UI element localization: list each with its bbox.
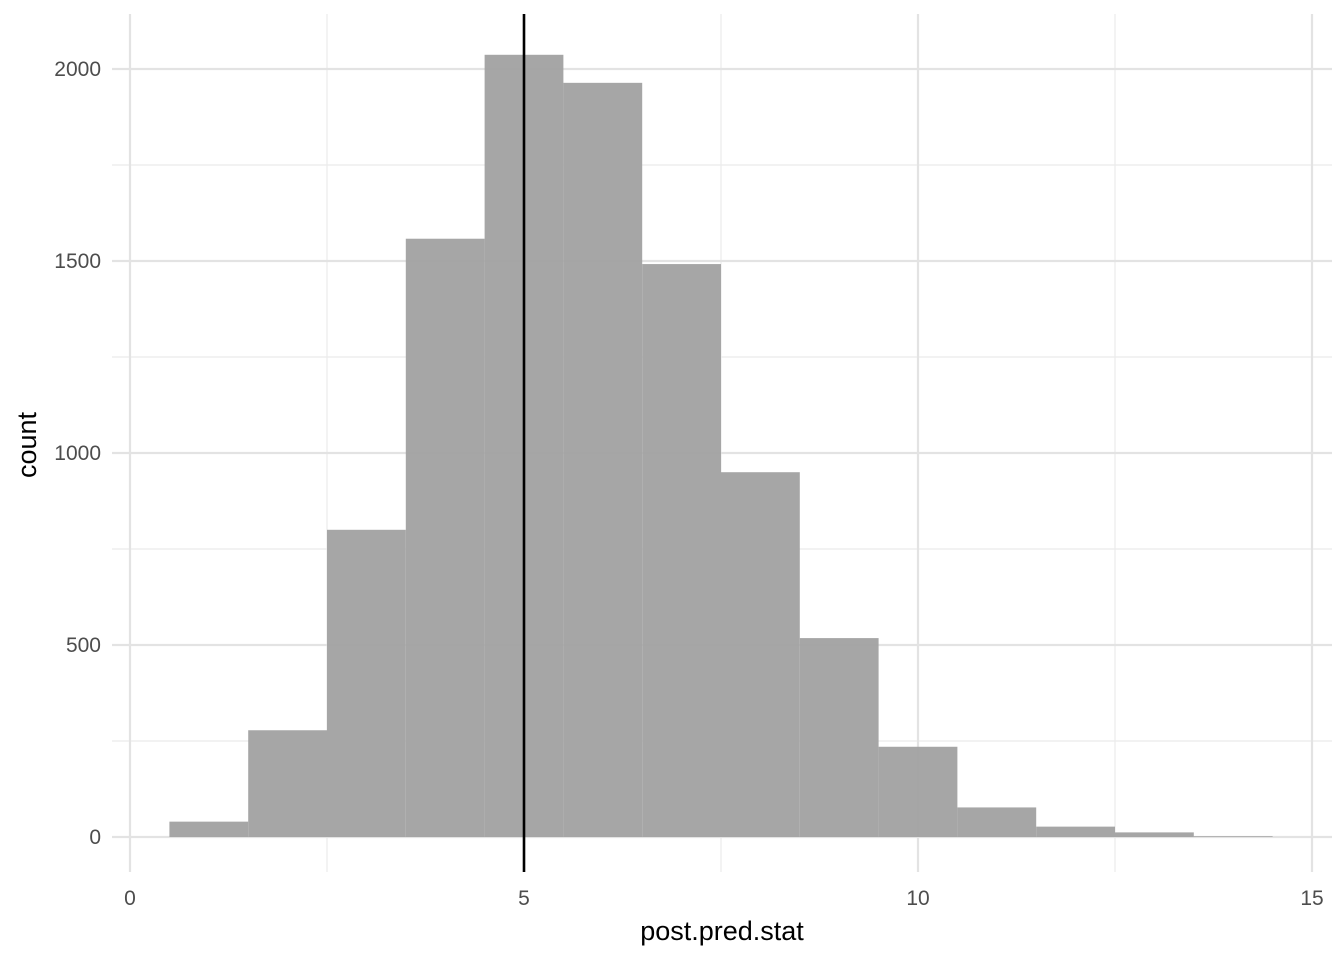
y-tick-label: 1000 xyxy=(54,442,101,465)
y-axis-tick-labels: 0 500 1000 1500 2000 xyxy=(54,58,101,849)
histogram-bar-12 xyxy=(1036,826,1115,837)
x-tick-label: 5 xyxy=(518,887,530,910)
x-tick-label: 10 xyxy=(906,887,929,910)
x-tick-label: 0 xyxy=(124,887,136,910)
y-tick-label: 2000 xyxy=(54,58,101,81)
histogram-bar-13 xyxy=(1115,832,1194,837)
histogram-bar-2 xyxy=(248,730,327,837)
histogram-bar-6 xyxy=(563,82,643,838)
histogram-bars xyxy=(169,54,1273,838)
y-tick-label: 1500 xyxy=(54,250,101,273)
histogram-bar-11 xyxy=(957,807,1037,837)
histogram-bar-9 xyxy=(799,638,879,837)
x-axis-title: post.pred.stat xyxy=(640,916,804,946)
y-axis-title: count xyxy=(12,411,42,478)
histogram-bar-4 xyxy=(405,238,485,837)
histogram-bar-7 xyxy=(642,264,721,837)
x-axis-tick-labels: 0 5 10 15 xyxy=(124,887,1324,910)
histogram-bar-14 xyxy=(1193,836,1273,837)
y-tick-label: 500 xyxy=(66,634,101,657)
y-tick-label: 0 xyxy=(89,826,101,849)
histogram-bar-10 xyxy=(878,746,958,837)
x-tick-label: 15 xyxy=(1300,887,1323,910)
histogram-bar-8 xyxy=(721,472,800,837)
histogram-bar-1 xyxy=(169,821,249,837)
histogram-bar-3 xyxy=(327,529,406,837)
